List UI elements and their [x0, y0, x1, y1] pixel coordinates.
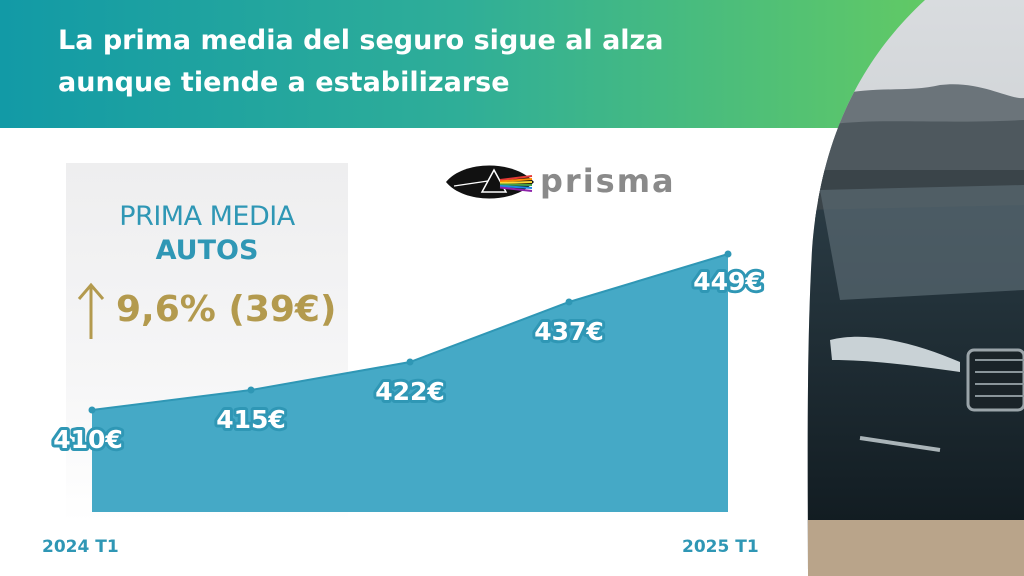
- data-label: 410€: [53, 425, 123, 454]
- data-label: 415€: [216, 405, 286, 434]
- x-tick-label-last: 2025 T1: [682, 537, 759, 557]
- kpi-change: 9,6% (39€): [116, 289, 337, 330]
- data-point: [565, 298, 573, 306]
- data-point: [88, 406, 96, 414]
- up-arrow-icon: [77, 282, 105, 339]
- page-title: La prima media del seguro sigue al alza …: [58, 20, 758, 104]
- title-line-1: La prima media del seguro sigue al alza: [58, 25, 664, 56]
- title-line-2: aunque tiende a estabilizarse: [58, 67, 510, 98]
- data-label: 422€: [375, 377, 445, 406]
- kpi-title: PRIMA MEDIA: [119, 201, 295, 232]
- data-point: [724, 250, 732, 258]
- data-label: 449€: [693, 267, 763, 296]
- prisma-logo: prisma: [444, 156, 692, 208]
- kpi-subtitle: AUTOS: [155, 235, 259, 266]
- area-series: [92, 254, 728, 512]
- data-point: [406, 358, 414, 366]
- data-label: 437€: [534, 317, 604, 346]
- x-tick-label-first: 2024 T1: [42, 537, 119, 557]
- prism-eye-icon: [446, 165, 534, 199]
- data-point: [247, 386, 255, 394]
- logo-text: prisma: [540, 162, 676, 200]
